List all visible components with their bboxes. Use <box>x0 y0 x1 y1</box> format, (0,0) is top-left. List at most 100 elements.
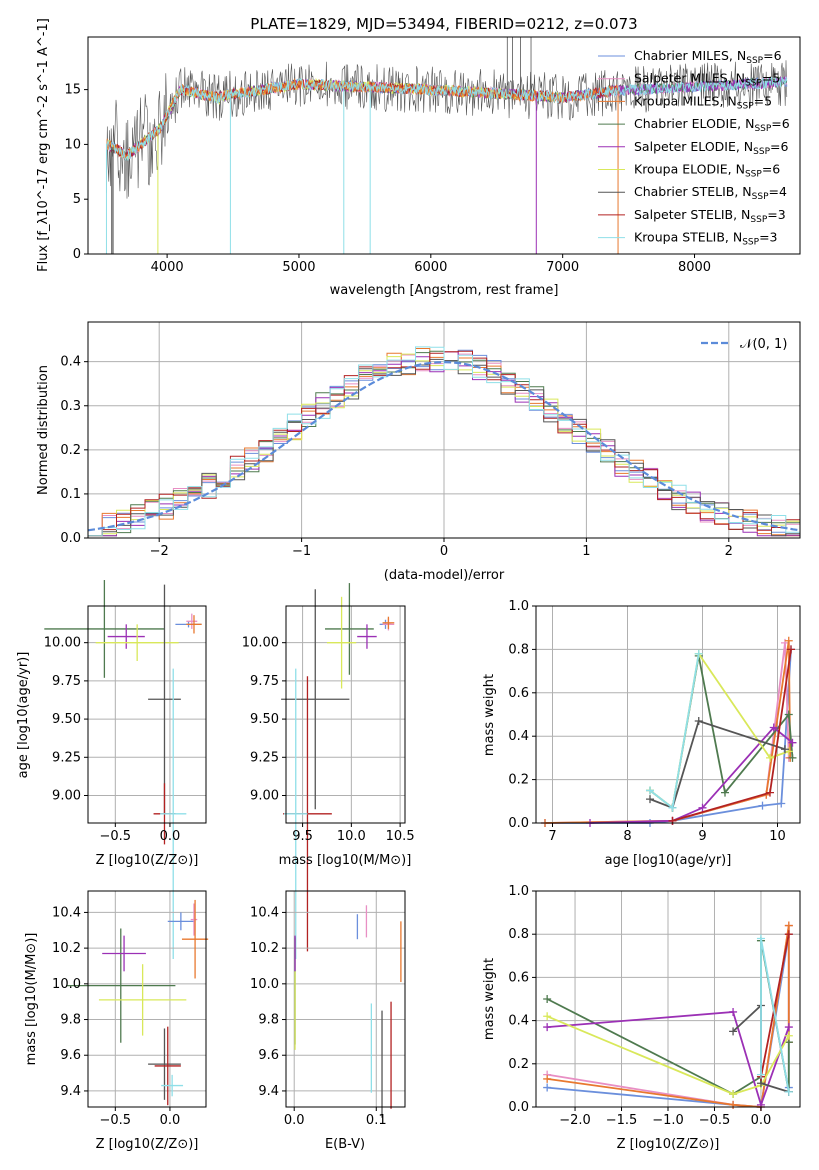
y-tick-label: 0.4 <box>508 729 529 744</box>
weight-line <box>546 1015 790 1095</box>
weight-marker <box>729 1100 738 1109</box>
weight-marker <box>784 1023 793 1032</box>
x-tick-label: 8 <box>623 829 631 844</box>
x-tick-label: 9 <box>698 829 706 844</box>
y-axis-label: Normed distribution <box>36 365 51 495</box>
x-tick-label: 0.0 <box>751 1113 772 1128</box>
x-tick-label: 0.0 <box>284 1113 305 1128</box>
y-axis-label: Flux [f_λ10^-17 erg cm^-2 s^-1 A^-1] <box>36 18 51 272</box>
x-axis-label: Z [log10(Z/Z⊙)] <box>96 853 199 868</box>
y-tick-label: 0.1 <box>60 487 81 502</box>
x-tick-label: 0.0 <box>160 1113 181 1128</box>
panel-title: PLATE=1829, MJD=53494, FIBERID=0212, z=0… <box>250 15 637 33</box>
legend-entry: Kroupa STELIB, NSSP=3 <box>634 230 778 248</box>
y-tick-label: 9.50 <box>250 712 279 727</box>
weight-marker <box>543 1012 552 1021</box>
x-axis-label: Z [log10(Z/Z⊙)] <box>96 1137 199 1152</box>
x-axis-label: mass [log10(M/M⊙)] <box>279 853 412 868</box>
y-axis-label: mass weight <box>482 674 497 756</box>
weight-marker <box>668 803 677 812</box>
y-tick-label: 0.2 <box>508 773 529 788</box>
x-tick-label: 0 <box>440 544 448 559</box>
x-tick-label: 7 <box>548 829 556 844</box>
y-tick-label: 9.25 <box>52 750 81 765</box>
x-tick-label: 10.0 <box>337 829 366 844</box>
weight-marker <box>756 1070 765 1079</box>
weight-marker <box>788 738 797 747</box>
weight-marker <box>729 1007 738 1016</box>
legend-entry: Kroupa MILES, NSSP=5 <box>634 93 772 111</box>
legend-entry: Salpeter ELODIE, NSSP=6 <box>634 139 789 157</box>
x-tick-label: 10.5 <box>386 829 415 844</box>
y-tick-label: 0.8 <box>508 642 529 657</box>
weight-marker <box>784 930 793 939</box>
y-tick-label: 9.75 <box>52 674 81 689</box>
y-tick-label: 10.0 <box>52 977 81 992</box>
weight-marker <box>788 753 797 762</box>
weight-marker <box>543 1074 552 1083</box>
x-tick-label: 7000 <box>546 260 579 275</box>
y-tick-label: 9.4 <box>60 1084 81 1099</box>
legend-entry: Salpeter MILES, NSSP=5 <box>634 71 780 89</box>
weight-marker <box>668 816 677 825</box>
weight-marker <box>646 786 654 795</box>
y-tick-label: 0.0 <box>508 816 529 831</box>
y-tick-label: 10.00 <box>44 636 81 651</box>
y-tick-label: 10.2 <box>250 941 279 956</box>
x-tick-label: 1 <box>582 544 590 559</box>
weight-line <box>649 719 786 809</box>
legend-entry: Kroupa ELODIE, NSSP=6 <box>634 162 780 180</box>
x-axis-label: Z [log10(Z/Z⊙)] <box>617 1137 720 1152</box>
weight-marker <box>698 803 707 812</box>
y-tick-label: 10.00 <box>242 636 279 651</box>
y-tick-label: 1.0 <box>508 884 529 899</box>
spectrum-axes <box>87 36 801 255</box>
spectrum-line <box>106 60 788 199</box>
spectrum-line <box>106 77 618 160</box>
y-tick-label: 0.6 <box>508 686 529 701</box>
y-tick-label: 15 <box>64 83 81 98</box>
weight-age-axes <box>535 605 801 824</box>
x-tick-label: −0.5 <box>100 1113 132 1128</box>
weight-marker <box>781 745 789 754</box>
x-tick-label: 0.1 <box>366 1113 387 1128</box>
y-tick-label: 1.0 <box>508 599 529 614</box>
y-tick-label: 9.00 <box>250 788 279 803</box>
x-tick-label: −1 <box>292 544 311 559</box>
weight-marker <box>646 795 654 804</box>
weight-marker <box>721 788 729 797</box>
y-tick-label: 9.6 <box>258 1048 279 1063</box>
x-tick-label: −2 <box>150 544 169 559</box>
y-tick-label: 10.2 <box>52 941 81 956</box>
x-tick-label: −0.5 <box>100 829 132 844</box>
age-mass-axes <box>285 605 406 824</box>
y-tick-label: 9.8 <box>60 1013 81 1028</box>
y-tick-label: 5 <box>73 192 81 207</box>
y-tick-label: 9.6 <box>60 1048 81 1063</box>
mass-z-axes <box>87 890 207 1108</box>
weight-line <box>760 934 790 1077</box>
y-axis-label: mass weight <box>482 958 497 1040</box>
weight-marker <box>543 995 552 1003</box>
y-tick-label: 0.6 <box>508 970 529 985</box>
y-tick-label: 9.00 <box>52 788 81 803</box>
y-tick-label: 0 <box>73 247 81 262</box>
weight-marker <box>784 1031 793 1040</box>
weight-marker <box>756 934 765 943</box>
y-tick-label: 0.4 <box>60 355 81 370</box>
x-axis-label: (data-model)/error <box>384 568 505 583</box>
weight-line <box>649 653 700 810</box>
y-tick-label: 9.4 <box>258 1084 279 1099</box>
weight-marker <box>784 710 793 719</box>
weight-marker <box>769 723 778 732</box>
weight-marker <box>729 1090 738 1099</box>
histogram-series <box>88 346 800 537</box>
age-z-axes <box>87 605 207 824</box>
y-axis-label: age [log10(age/yr)] <box>16 652 31 779</box>
x-tick-label: 0.0 <box>160 829 181 844</box>
y-tick-label: 0.3 <box>60 399 81 414</box>
weight-marker <box>543 1083 552 1092</box>
legend-entry: Chabrier ELODIE, NSSP=6 <box>634 116 790 134</box>
